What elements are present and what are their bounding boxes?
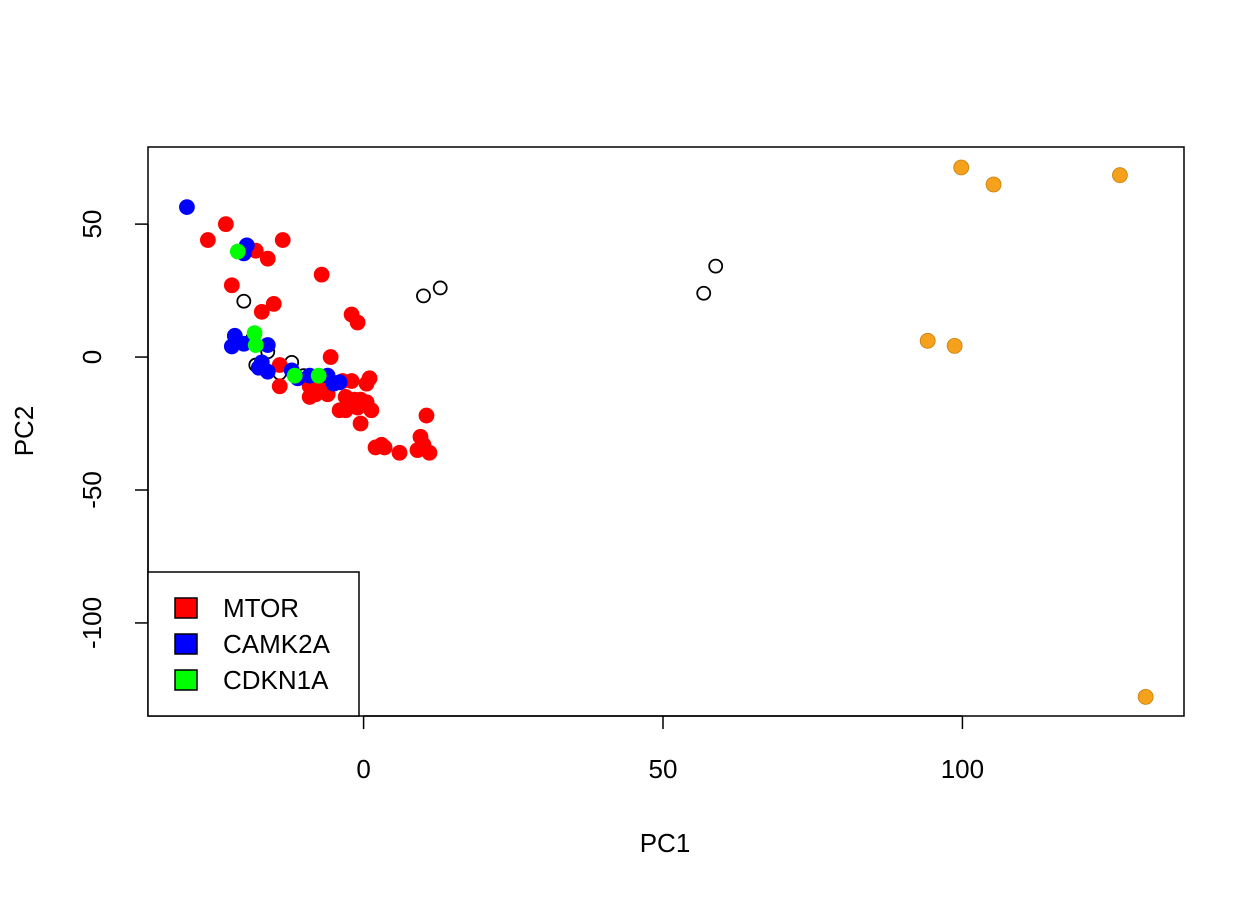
- point-mtor: [418, 407, 435, 424]
- legend-label-camk2a: CAMK2A: [223, 629, 331, 659]
- point-mtor: [274, 232, 291, 248]
- point-mtor: [391, 444, 408, 461]
- point-camk2a: [223, 338, 240, 355]
- point-mtor: [217, 216, 234, 233]
- point-mtor: [259, 250, 276, 267]
- point-cdkn1a: [286, 367, 303, 384]
- point-mtor: [363, 402, 380, 419]
- point-mtor: [253, 303, 270, 320]
- y-tick-label: 0: [77, 350, 107, 364]
- point-mtor: [223, 277, 240, 294]
- point-open: [708, 258, 724, 274]
- point-mtor: [322, 349, 339, 365]
- legend-swatch-cdkn1a: [174, 669, 198, 691]
- x-tick-label: 50: [649, 754, 678, 784]
- legend-label-mtor: MTOR: [223, 593, 299, 623]
- point-open: [236, 293, 252, 309]
- y-tick-label: -50: [77, 471, 107, 509]
- point-mtor: [376, 439, 393, 456]
- point-open: [432, 280, 448, 296]
- point-mtor: [301, 389, 318, 405]
- point-mtor: [343, 394, 360, 411]
- point-mtor: [352, 415, 369, 432]
- point-mtor: [349, 314, 366, 331]
- point-camk2a: [179, 199, 195, 215]
- point-cdkn1a: [229, 243, 246, 260]
- point-mtor: [265, 295, 282, 312]
- point-camk2a: [331, 374, 348, 391]
- point-camk2a: [259, 363, 276, 380]
- data-points: [179, 159, 1154, 705]
- point-mtor: [199, 232, 216, 248]
- point-other: [985, 176, 1002, 193]
- legend-swatch-mtor: [174, 597, 198, 619]
- point-other: [946, 337, 963, 354]
- point-mtor: [361, 370, 378, 387]
- x-tick-label: 0: [356, 754, 370, 784]
- point-mtor: [313, 266, 330, 283]
- point-mtor: [271, 378, 288, 395]
- point-open: [416, 288, 431, 304]
- y-tick-label: -100: [77, 597, 107, 649]
- legend-label-cdkn1a: CDKN1A: [223, 665, 329, 695]
- point-mtor: [331, 402, 348, 419]
- x-tick-label: 100: [941, 754, 984, 784]
- legend: MTOR CAMK2A CDKN1A: [147, 571, 360, 717]
- axes: 0 50 100 50 0 -50 -100: [77, 146, 1185, 784]
- point-other: [953, 159, 970, 176]
- y-axis-label: PC2: [9, 406, 39, 457]
- x-axis-label: PC1: [640, 828, 691, 858]
- point-open: [696, 285, 712, 301]
- y-tick-label: 50: [77, 210, 107, 239]
- point-cdkn1a: [310, 367, 327, 384]
- point-mtor: [421, 444, 438, 461]
- point-other: [1112, 167, 1128, 184]
- point-cdkn1a: [247, 337, 264, 353]
- point-other: [919, 332, 936, 349]
- point-other: [1137, 688, 1154, 705]
- legend-swatch-camk2a: [174, 633, 198, 655]
